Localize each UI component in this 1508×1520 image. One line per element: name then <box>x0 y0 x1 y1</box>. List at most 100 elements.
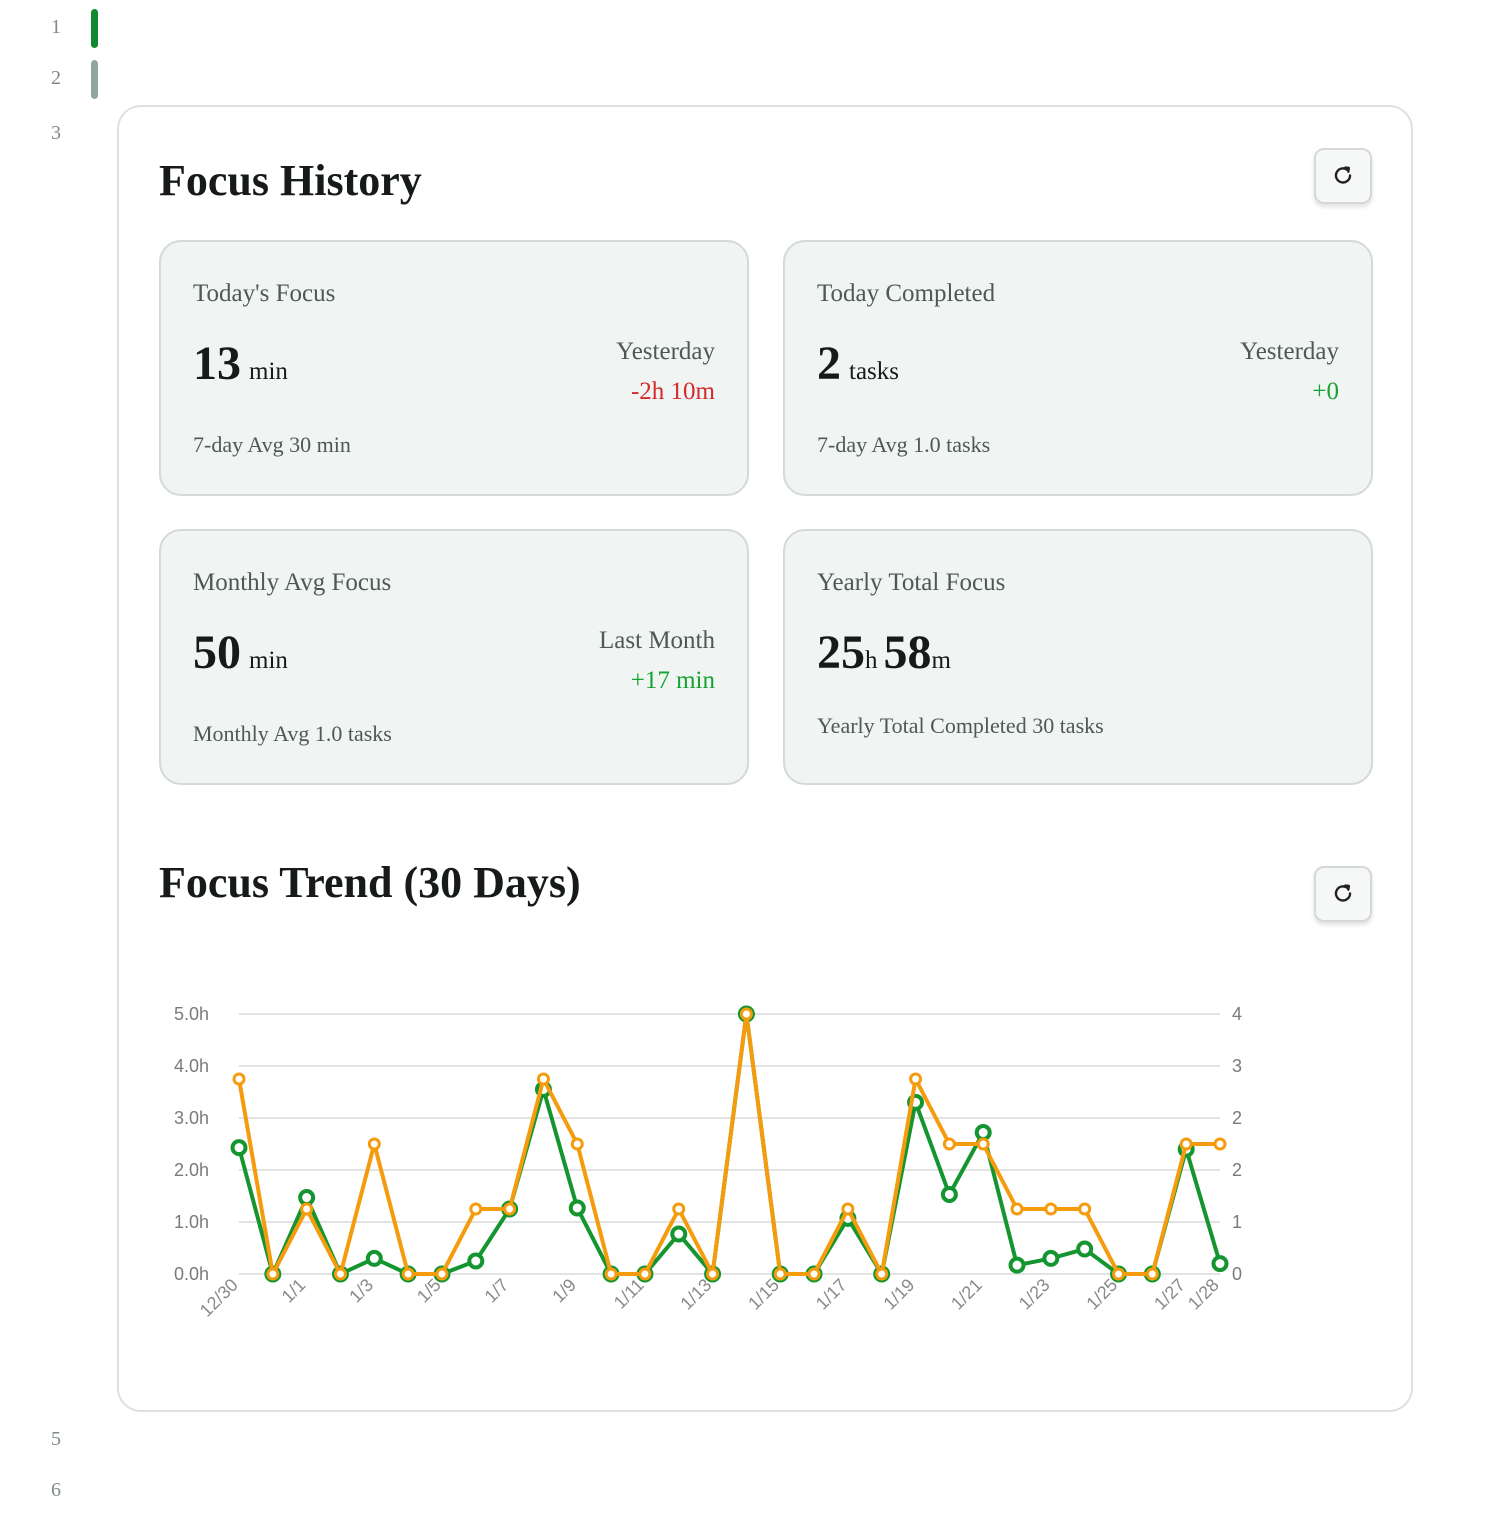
tasks-point <box>536 1072 550 1086</box>
card-value: 50 min <box>193 629 288 677</box>
monthly-avg-value: 50 <box>193 626 241 679</box>
refresh-icon <box>1334 166 1352 184</box>
y-left-tick-label: 2.0h <box>174 1160 209 1180</box>
focus-point <box>230 1139 248 1157</box>
y-right-tick-label: 1 <box>1232 1212 1242 1232</box>
tasks-point <box>875 1267 889 1281</box>
x-tick-label: 1/1 <box>278 1275 310 1307</box>
tasks-point <box>570 1137 584 1151</box>
x-tick-label: 1/23 <box>1015 1275 1054 1314</box>
card-value: 25h 58m <box>817 629 957 677</box>
focus-point <box>467 1252 485 1270</box>
tasks-point <box>1078 1202 1092 1216</box>
refresh-icon <box>1334 884 1352 902</box>
tasks-point <box>1179 1137 1193 1151</box>
focus-history-title: Focus History <box>159 156 422 205</box>
tasks-point <box>300 1202 314 1216</box>
card-title: Monthly Avg Focus <box>193 569 392 596</box>
value-unit: tasks <box>849 358 899 385</box>
y-right-tick-label: 3 <box>1232 1056 1242 1076</box>
x-tick-label: 1/3 <box>345 1275 377 1307</box>
line-number: 6 <box>51 1479 61 1501</box>
hours-unit: h <box>865 647 878 674</box>
focus-history-panel: Focus History Today's Focus 13 min Yester… <box>117 105 1413 1412</box>
focus-point <box>1008 1256 1026 1274</box>
line-marker <box>91 60 98 99</box>
line-number: 2 <box>51 67 61 89</box>
today-focus-value: 13 <box>193 337 241 390</box>
focus-point <box>365 1249 383 1267</box>
tasks-point <box>232 1072 246 1086</box>
compare-value: +0 <box>1312 378 1339 405</box>
focus-point <box>568 1199 586 1217</box>
card-footer: Yearly Total Completed 30 tasks <box>817 713 1104 738</box>
compare-value: +17 min <box>630 667 715 694</box>
tasks-point <box>367 1137 381 1151</box>
value-unit: min <box>249 358 288 385</box>
compare-label: Yesterday <box>1240 338 1339 365</box>
tasks-point <box>435 1267 449 1281</box>
focus-point <box>974 1124 992 1142</box>
tasks-point <box>333 1267 347 1281</box>
compare-label: Yesterday <box>616 338 715 365</box>
tasks-point <box>469 1202 483 1216</box>
focus-point <box>670 1225 688 1243</box>
y-right-tick-label: 0 <box>1232 1264 1242 1284</box>
tasks-point <box>976 1137 990 1151</box>
focus-point <box>1076 1240 1094 1258</box>
line-number: 3 <box>51 122 61 144</box>
tasks-point <box>909 1072 923 1086</box>
card-footer: 7-day Avg 1.0 tasks <box>817 432 991 457</box>
compare-label: Last Month <box>599 627 715 654</box>
focus-point <box>1211 1255 1229 1273</box>
focus-point <box>940 1185 958 1203</box>
value-unit: min <box>249 647 288 674</box>
card-footer: Monthly Avg 1.0 tasks <box>193 721 392 746</box>
tasks-point <box>1112 1267 1126 1281</box>
card-title: Today's Focus <box>193 280 336 307</box>
yearly-total-card: Yearly Total Focus 25h 58m Yearly Total C… <box>783 529 1373 785</box>
today-focus-card: Today's Focus 13 min Yesterday -2h 10m 7-… <box>159 240 749 496</box>
focus-trend-title: Focus Trend (30 Days) <box>159 858 581 907</box>
tasks-point <box>739 1007 753 1021</box>
y-right-tick-label: 4 <box>1232 1004 1242 1024</box>
active-line-marker <box>91 9 98 48</box>
tasks-point <box>942 1137 956 1151</box>
focus-point <box>1042 1249 1060 1267</box>
y-left-tick-label: 0.0h <box>174 1264 209 1284</box>
tasks-point <box>401 1267 415 1281</box>
x-tick-label: 1/21 <box>947 1275 986 1314</box>
y-left-tick-label: 4.0h <box>174 1056 209 1076</box>
tasks-point <box>503 1202 517 1216</box>
tasks-point <box>266 1267 280 1281</box>
tasks-series-line <box>237 1012 1220 1276</box>
tasks-point <box>1044 1202 1058 1216</box>
y-left-tick-label: 5.0h <box>174 1004 209 1024</box>
focus-point <box>298 1189 316 1207</box>
yearly-hours-value: 25 <box>817 626 865 679</box>
minutes-unit: m <box>931 647 951 674</box>
monthly-avg-card: Monthly Avg Focus 50 min Last Month +17 m… <box>159 529 749 785</box>
yearly-minutes-value: 58 <box>883 626 932 679</box>
tasks-point <box>604 1267 618 1281</box>
refresh-history-button[interactable] <box>1314 148 1372 204</box>
tasks-point <box>807 1267 821 1281</box>
tasks-point <box>706 1267 720 1281</box>
y-right-tick-label: 2 <box>1232 1108 1242 1128</box>
card-title: Yearly Total Focus <box>817 569 1006 596</box>
tasks-point <box>1145 1267 1159 1281</box>
compare-value: -2h 10m <box>630 378 715 405</box>
tasks-point <box>773 1267 787 1281</box>
tasks-point <box>638 1267 652 1281</box>
today-completed-card: Today Completed 2 tasks Yesterday +0 7-da… <box>783 240 1373 496</box>
line-number: 5 <box>51 1428 61 1450</box>
card-value: 2 tasks <box>817 340 899 388</box>
tasks-point <box>672 1202 686 1216</box>
tasks-point <box>841 1202 855 1216</box>
x-tick-label: 1/9 <box>548 1275 580 1307</box>
tasks-point <box>1213 1137 1227 1151</box>
card-footer: 7-day Avg 30 min <box>193 432 351 457</box>
refresh-trend-button[interactable] <box>1314 866 1372 922</box>
today-completed-value: 2 <box>817 337 841 390</box>
